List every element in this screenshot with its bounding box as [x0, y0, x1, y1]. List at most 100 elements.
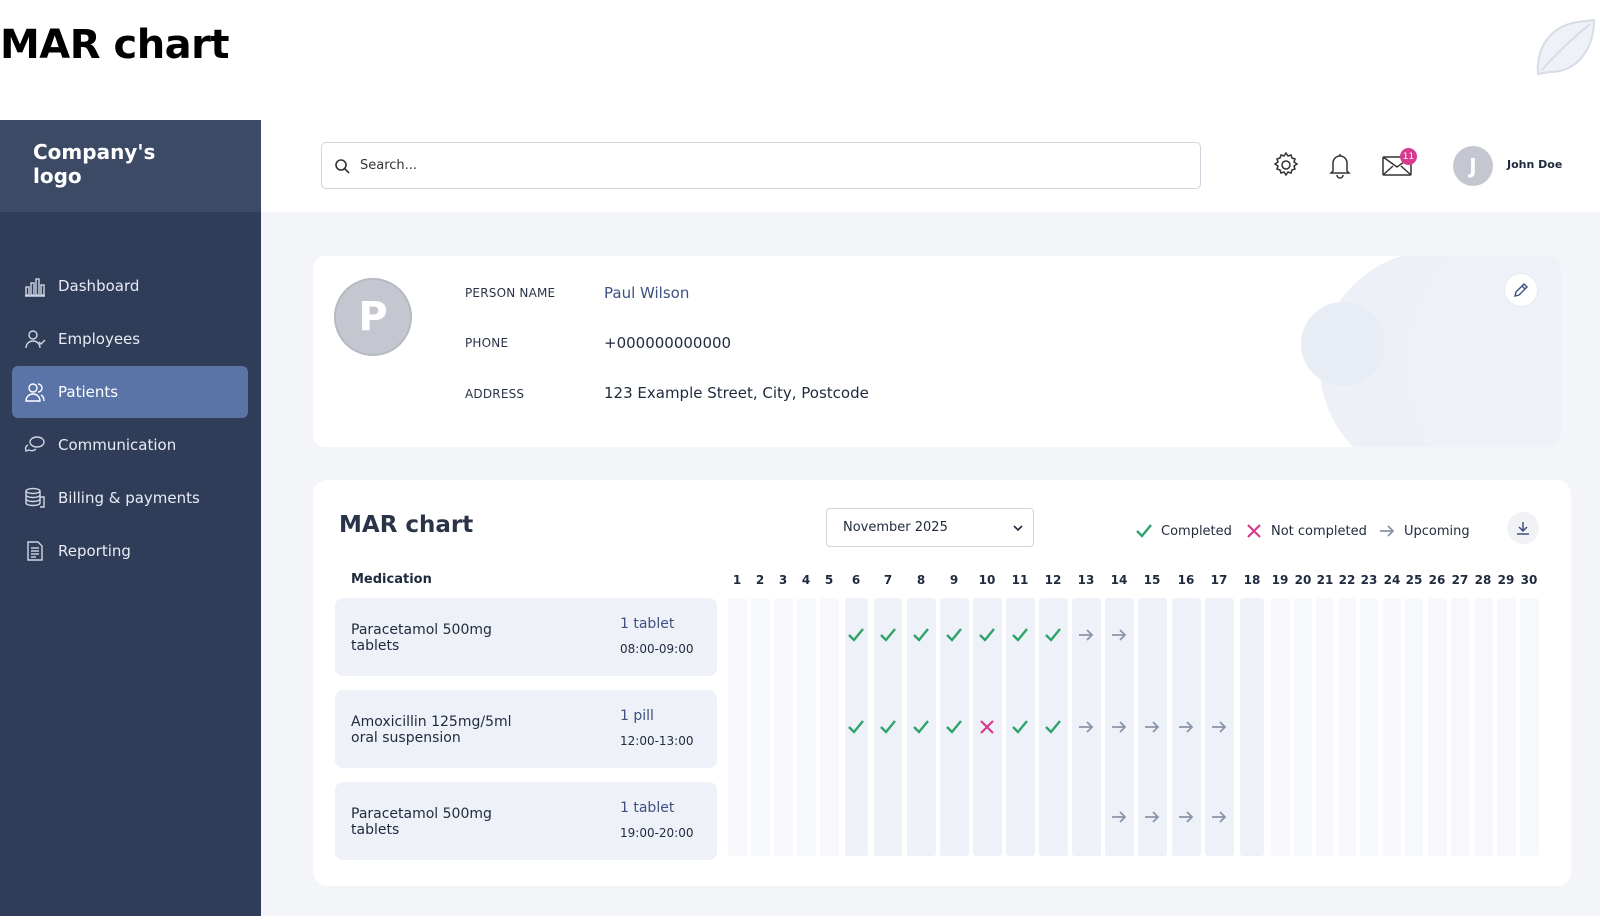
- day-label: 19: [1271, 573, 1289, 587]
- search-box: [321, 142, 1201, 189]
- day-label: 16: [1177, 573, 1195, 587]
- arrow-right-icon[interactable]: [1077, 718, 1095, 736]
- arrow-right-icon[interactable]: [1210, 808, 1228, 826]
- sidebar-nav: Dashboard Employees Patients Communicati…: [12, 260, 248, 578]
- day-label: 9: [949, 573, 959, 587]
- cross-icon: [1247, 524, 1261, 538]
- person-name-value: Paul Wilson: [604, 284, 690, 302]
- employees-icon: [25, 330, 46, 349]
- day-column: [1270, 598, 1290, 856]
- legend-not-completed: Not completed: [1245, 522, 1367, 540]
- sidebar-item-reporting[interactable]: Reporting: [12, 525, 248, 577]
- day-column: [1427, 598, 1447, 856]
- bell-icon[interactable]: [1325, 150, 1355, 180]
- day-column: [874, 598, 902, 856]
- mar-chart-card: MAR chart November 2025 Completed Not co…: [313, 480, 1571, 886]
- company-logo-text: Company's logo: [33, 140, 156, 188]
- pencil-icon: [1514, 283, 1528, 297]
- check-icon[interactable]: [1044, 718, 1062, 736]
- medication-time: 08:00-09:00: [620, 642, 694, 656]
- medication-dose: 1 tablet: [620, 800, 675, 816]
- day-label: 21: [1316, 573, 1334, 587]
- coins-icon: [25, 487, 45, 508]
- check-icon[interactable]: [879, 718, 897, 736]
- check-icon[interactable]: [1011, 626, 1029, 644]
- sidebar-item-communication[interactable]: Communication: [12, 419, 248, 471]
- sidebar-item-dashboard[interactable]: Dashboard: [12, 260, 248, 312]
- day-label: 1: [732, 573, 742, 587]
- edit-button[interactable]: [1505, 274, 1537, 306]
- month-select-value: November 2025: [843, 520, 948, 535]
- patient-profile-card: P PERSON NAME Paul Wilson PHONE +0000000…: [313, 256, 1561, 447]
- check-icon[interactable]: [978, 626, 996, 644]
- medication-dose: 1 pill: [620, 708, 654, 724]
- medication-row[interactable]: Amoxicillin 125mg/5ml oral suspension 1 …: [335, 690, 717, 768]
- day-column: [819, 598, 839, 856]
- day-label: 24: [1383, 573, 1401, 587]
- sidebar-item-label: Patients: [58, 383, 119, 401]
- company-logo[interactable]: Company's logo: [0, 120, 261, 212]
- day-label: 12: [1044, 573, 1062, 587]
- arrow-right-icon[interactable]: [1143, 808, 1161, 826]
- day-column: [1405, 598, 1423, 856]
- day-label: 11: [1011, 573, 1029, 587]
- download-button[interactable]: [1507, 512, 1539, 544]
- day-label: 17: [1210, 573, 1228, 587]
- patient-avatar: P: [334, 278, 412, 356]
- medication-time: 19:00-20:00: [620, 826, 694, 840]
- day-label: 23: [1360, 573, 1378, 587]
- person-name-label: PERSON NAME: [465, 286, 556, 300]
- arrow-right-icon[interactable]: [1110, 626, 1128, 644]
- search-icon: [335, 158, 350, 174]
- mail-icon[interactable]: [1381, 150, 1413, 180]
- arrow-right-icon[interactable]: [1177, 808, 1195, 826]
- day-label: 10: [978, 573, 996, 587]
- day-column: [1240, 598, 1264, 856]
- sidebar-item-billing[interactable]: Billing & payments: [12, 472, 248, 524]
- day-label: 27: [1451, 573, 1469, 587]
- arrow-right-icon[interactable]: [1177, 718, 1195, 736]
- arrow-right-icon[interactable]: [1077, 626, 1095, 644]
- address-label: ADDRESS: [465, 387, 525, 401]
- day-label: 14: [1110, 573, 1128, 587]
- check-icon[interactable]: [945, 718, 963, 736]
- day-column: [844, 598, 868, 856]
- check-icon[interactable]: [1011, 718, 1029, 736]
- legend-label: Completed: [1161, 523, 1232, 539]
- cross-icon[interactable]: [978, 718, 996, 736]
- day-column: [1338, 598, 1356, 856]
- day-column: [727, 598, 747, 856]
- search-input[interactable]: [360, 158, 1180, 173]
- medication-header: Medication: [351, 572, 432, 587]
- day-label: 13: [1077, 573, 1095, 587]
- check-icon[interactable]: [879, 626, 897, 644]
- patients-icon: [25, 383, 45, 402]
- gear-icon[interactable]: [1271, 150, 1301, 180]
- arrow-right-icon: [1380, 525, 1395, 537]
- phone-label: PHONE: [465, 336, 509, 350]
- user-avatar[interactable]: J: [1453, 146, 1493, 186]
- check-icon[interactable]: [847, 718, 865, 736]
- medication-name: Paracetamol 500mg tablets: [351, 806, 492, 838]
- check-icon[interactable]: [912, 626, 930, 644]
- sidebar-item-patients[interactable]: Patients: [12, 366, 248, 418]
- user-name[interactable]: John Doe: [1507, 158, 1563, 171]
- check-icon[interactable]: [912, 718, 930, 736]
- day-label: 3: [778, 573, 788, 587]
- check-icon[interactable]: [1044, 626, 1062, 644]
- month-select[interactable]: November 2025: [826, 508, 1034, 547]
- medication-row[interactable]: Paracetamol 500mg tablets 1 tablet 08:00…: [335, 598, 717, 676]
- chat-icon: [24, 436, 45, 452]
- arrow-right-icon[interactable]: [1110, 808, 1128, 826]
- arrow-right-icon[interactable]: [1110, 718, 1128, 736]
- check-icon[interactable]: [945, 626, 963, 644]
- check-icon[interactable]: [847, 626, 865, 644]
- day-column: [1496, 598, 1516, 856]
- arrow-right-icon[interactable]: [1143, 718, 1161, 736]
- day-column: [1005, 598, 1035, 856]
- medication-row[interactable]: Paracetamol 500mg tablets 1 tablet 19:00…: [335, 782, 717, 860]
- page-heading: MAR chart: [0, 22, 230, 68]
- arrow-right-icon[interactable]: [1210, 718, 1228, 736]
- sidebar-item-employees[interactable]: Employees: [12, 313, 248, 365]
- phone-value: +000000000000: [604, 334, 732, 352]
